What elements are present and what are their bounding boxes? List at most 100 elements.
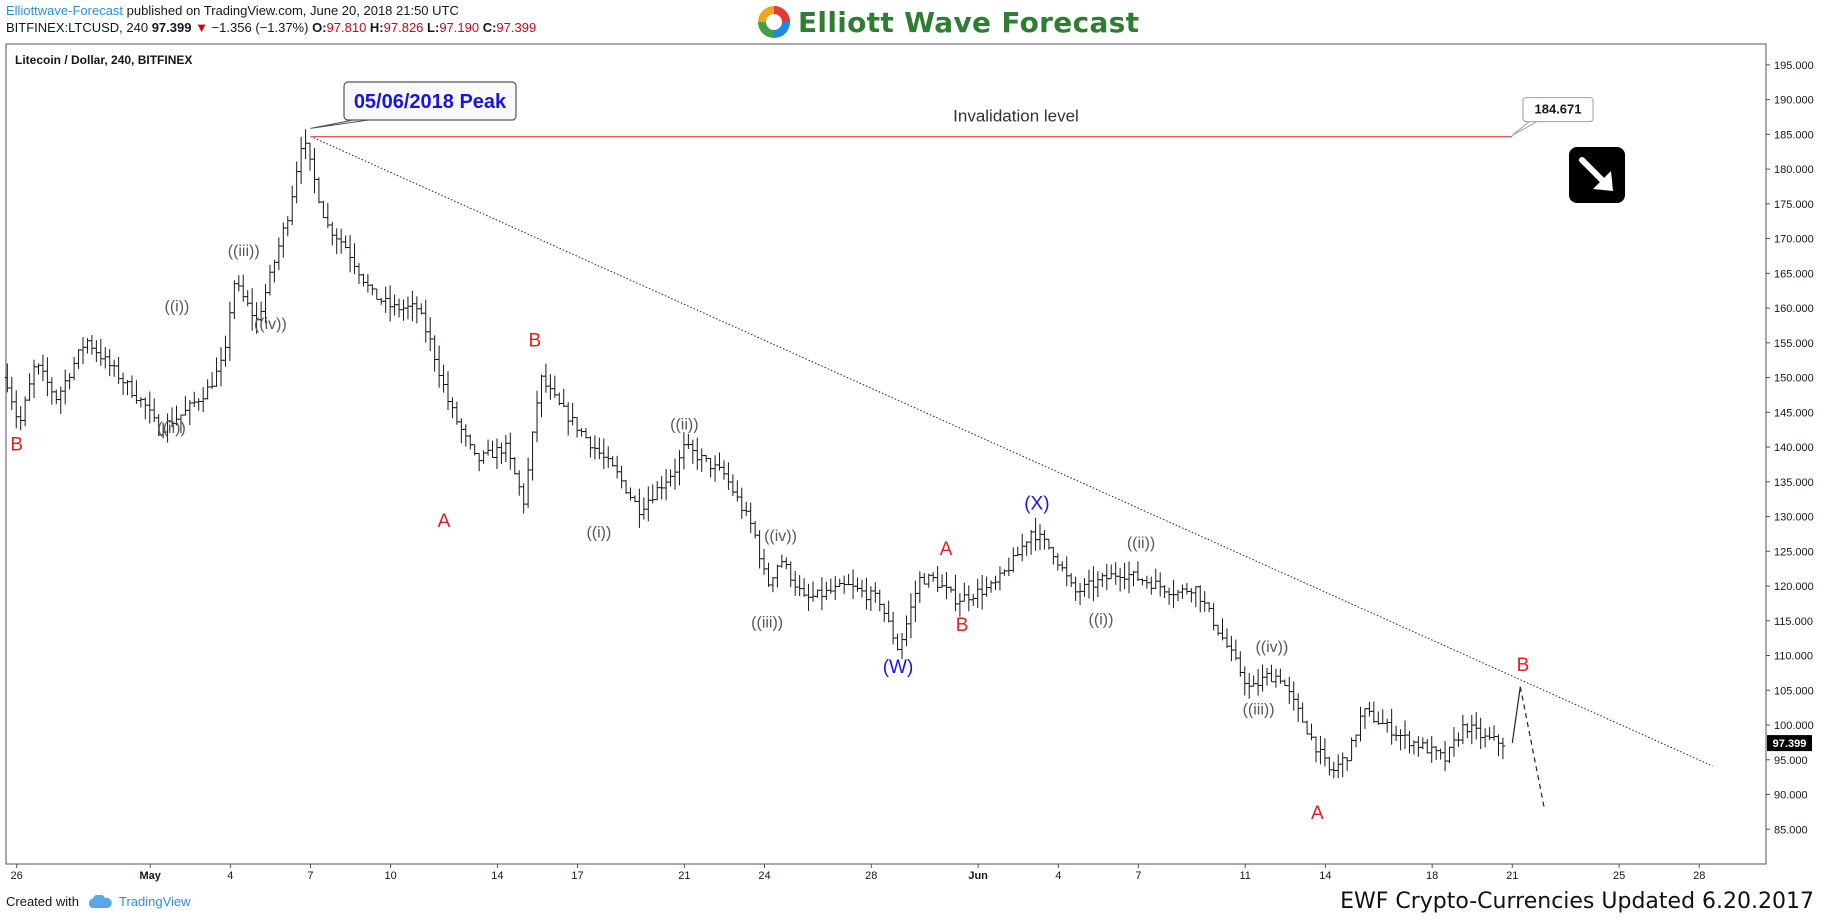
ohlc-bar bbox=[1090, 566, 1096, 602]
y-tick-label: 140.000 bbox=[1774, 442, 1814, 454]
ohlc-bar bbox=[1491, 725, 1497, 741]
ohlc-bar bbox=[926, 573, 932, 588]
ohlc-bar bbox=[984, 576, 990, 597]
ohlc-bar bbox=[538, 374, 544, 417]
ohlc-bar bbox=[1215, 624, 1221, 636]
ohlc-bar bbox=[650, 484, 656, 504]
x-tick-label: 7 bbox=[1135, 870, 1141, 882]
ohlc-bar bbox=[1122, 562, 1128, 590]
ohlc-bar bbox=[374, 288, 380, 300]
y-tick-label: 100.000 bbox=[1774, 720, 1814, 732]
ewf-logo-text: Elliott Wave Forecast bbox=[798, 5, 1140, 39]
y-tick-label: 155.000 bbox=[1774, 338, 1814, 350]
y-tick-label: 145.000 bbox=[1774, 407, 1814, 419]
high-value: 97.826 bbox=[383, 20, 424, 35]
x-tick-label: 26 bbox=[11, 870, 23, 882]
ohlc-bar bbox=[903, 615, 909, 647]
ohlc-bar bbox=[31, 359, 37, 399]
ohlc-bar bbox=[125, 379, 131, 396]
ohlc-bar bbox=[730, 474, 736, 496]
ohlc-bar bbox=[552, 375, 558, 398]
ohlc-bar bbox=[494, 438, 500, 469]
wave-label: ((iii)) bbox=[228, 243, 260, 260]
ohlc-bar bbox=[503, 434, 509, 463]
ohlc-bar bbox=[841, 575, 847, 594]
low-value: 97.190 bbox=[439, 20, 480, 35]
ohlc-bar bbox=[369, 284, 375, 296]
ohlc-bar bbox=[801, 578, 807, 597]
ohlc-bar bbox=[191, 391, 197, 407]
close-label: C: bbox=[482, 20, 497, 35]
ohlc-bar bbox=[1420, 737, 1426, 750]
ohlc-bar bbox=[116, 356, 122, 384]
publish-line: Elliottwave-Forecast published on Tradin… bbox=[6, 3, 459, 18]
ohlc-bar bbox=[1393, 725, 1399, 741]
ohlc-bar bbox=[147, 391, 153, 424]
ohlc-bar bbox=[138, 397, 144, 408]
ohlc-bar bbox=[1126, 561, 1132, 594]
y-tick-label: 90.000 bbox=[1774, 790, 1808, 802]
ohlc-bar bbox=[343, 235, 349, 249]
wave-label: ((i)) bbox=[586, 524, 611, 541]
ohlc-bar bbox=[1344, 757, 1350, 771]
x-tick-label: 21 bbox=[678, 870, 690, 882]
ohlc-bar bbox=[365, 273, 371, 293]
y-tick-label: 165.000 bbox=[1774, 268, 1814, 280]
ohlc-bar bbox=[1188, 588, 1194, 603]
tradingview-link[interactable]: TradingView bbox=[118, 894, 191, 909]
ohlc-bar bbox=[654, 481, 660, 501]
y-tick-label: 115.000 bbox=[1774, 616, 1813, 628]
x-tick-label: Jun bbox=[968, 870, 988, 882]
ohlc-bar bbox=[1139, 578, 1145, 586]
ohlc-bar bbox=[672, 458, 678, 490]
ohlc-bar bbox=[1487, 727, 1493, 741]
ohlc-bar bbox=[40, 354, 46, 382]
ohlc-bar bbox=[490, 440, 496, 458]
ohlc-bar bbox=[516, 470, 522, 496]
ohlc-bar bbox=[107, 349, 113, 377]
y-tick-label: 135.000 bbox=[1774, 477, 1814, 489]
y-tick-label: 190.000 bbox=[1774, 95, 1814, 107]
ohlc-bar bbox=[712, 455, 718, 482]
ohlc-bar bbox=[467, 434, 473, 450]
author-link[interactable]: Elliottwave-Forecast bbox=[6, 3, 124, 18]
wave-label: ((iv)) bbox=[764, 528, 797, 545]
y-tick-label: 180.000 bbox=[1774, 164, 1814, 176]
ohlc-bar bbox=[352, 243, 358, 275]
ohlc-bar bbox=[641, 497, 647, 520]
x-tick-label: 18 bbox=[1426, 870, 1438, 882]
ohlc-bar bbox=[360, 273, 366, 287]
ohlc-bar bbox=[196, 398, 202, 411]
ohlc-bar bbox=[512, 456, 518, 475]
x-tick-label: 14 bbox=[491, 870, 503, 882]
price-change: −1.356 (−1.37%) bbox=[211, 20, 309, 35]
ohlc-bar bbox=[561, 388, 567, 408]
ohlc-bar bbox=[1237, 651, 1243, 677]
wave-label: A bbox=[1311, 803, 1324, 824]
ohlc-bar bbox=[668, 469, 674, 487]
ohlc-bar bbox=[1349, 737, 1355, 762]
ohlc-bar bbox=[231, 280, 237, 319]
ohlc-bar bbox=[1117, 567, 1123, 592]
wave-label: ((iii)) bbox=[751, 615, 783, 632]
ohlc-bar bbox=[1059, 561, 1065, 572]
ohlc-bar bbox=[441, 364, 447, 393]
value-callout[interactable]: 184.671 bbox=[1511, 97, 1594, 137]
ohlc-bar bbox=[320, 200, 326, 219]
ohlc-bar bbox=[877, 589, 883, 612]
ohlc-bar bbox=[1478, 717, 1484, 750]
ohlc-bar bbox=[454, 401, 460, 425]
ohlc-bar bbox=[383, 286, 389, 313]
ohlc-bar bbox=[285, 216, 291, 237]
peak-callout[interactable]: 05/06/2018 Peak bbox=[310, 81, 517, 129]
ohlc-bar bbox=[1255, 668, 1261, 696]
ohlc-bar bbox=[396, 298, 402, 318]
ohlc-bar bbox=[298, 136, 304, 185]
ohlc-bar bbox=[387, 285, 393, 322]
ohlc-bar bbox=[9, 376, 15, 411]
invalidation-label: Invalidation level bbox=[953, 107, 1079, 126]
ohlc-bar bbox=[120, 372, 126, 395]
ohlc-bar bbox=[378, 298, 384, 305]
ohlc-bar bbox=[1037, 524, 1043, 551]
